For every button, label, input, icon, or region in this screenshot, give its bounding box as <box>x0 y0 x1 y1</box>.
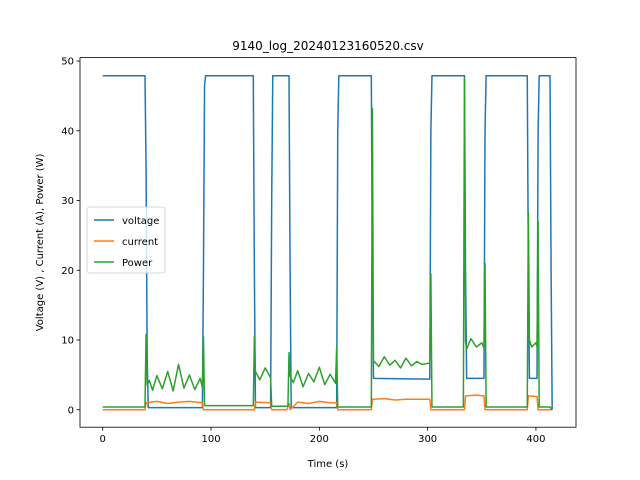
y-tick-label: 30 <box>61 196 74 207</box>
y-tick-label: 20 <box>61 266 74 277</box>
legend: voltage current Power <box>86 206 166 274</box>
series-layer <box>102 74 553 411</box>
series-line-current <box>102 394 553 411</box>
legend-label: voltage <box>122 216 159 227</box>
y-tick-label: 40 <box>61 126 74 137</box>
y-tick-label: 0 <box>68 405 74 416</box>
x-tick-label: 100 <box>201 434 220 445</box>
x-tick-label: 200 <box>310 434 329 445</box>
y-tick-label: 10 <box>61 336 74 347</box>
series-line-power <box>102 77 553 411</box>
y-axis-label: Voltage (V) , Current (A), Power (W) <box>35 153 46 331</box>
y-tick-label: 50 <box>61 57 74 68</box>
x-tick-label: 0 <box>100 434 106 445</box>
x-tick-label: 300 <box>418 434 437 445</box>
chart-title: 9140_log_20240123160520.csv <box>232 39 423 53</box>
axes-frame <box>79 57 577 428</box>
legend-box <box>86 206 166 274</box>
legend-label: current <box>122 237 158 248</box>
x-axis: 0 100 200 300 400 <box>100 427 545 445</box>
x-tick-label: 400 <box>526 434 545 445</box>
legend-label: Power <box>122 258 153 269</box>
y-axis: 0 10 20 30 40 50 <box>61 57 80 416</box>
x-axis-label: Time (s) <box>307 459 349 470</box>
